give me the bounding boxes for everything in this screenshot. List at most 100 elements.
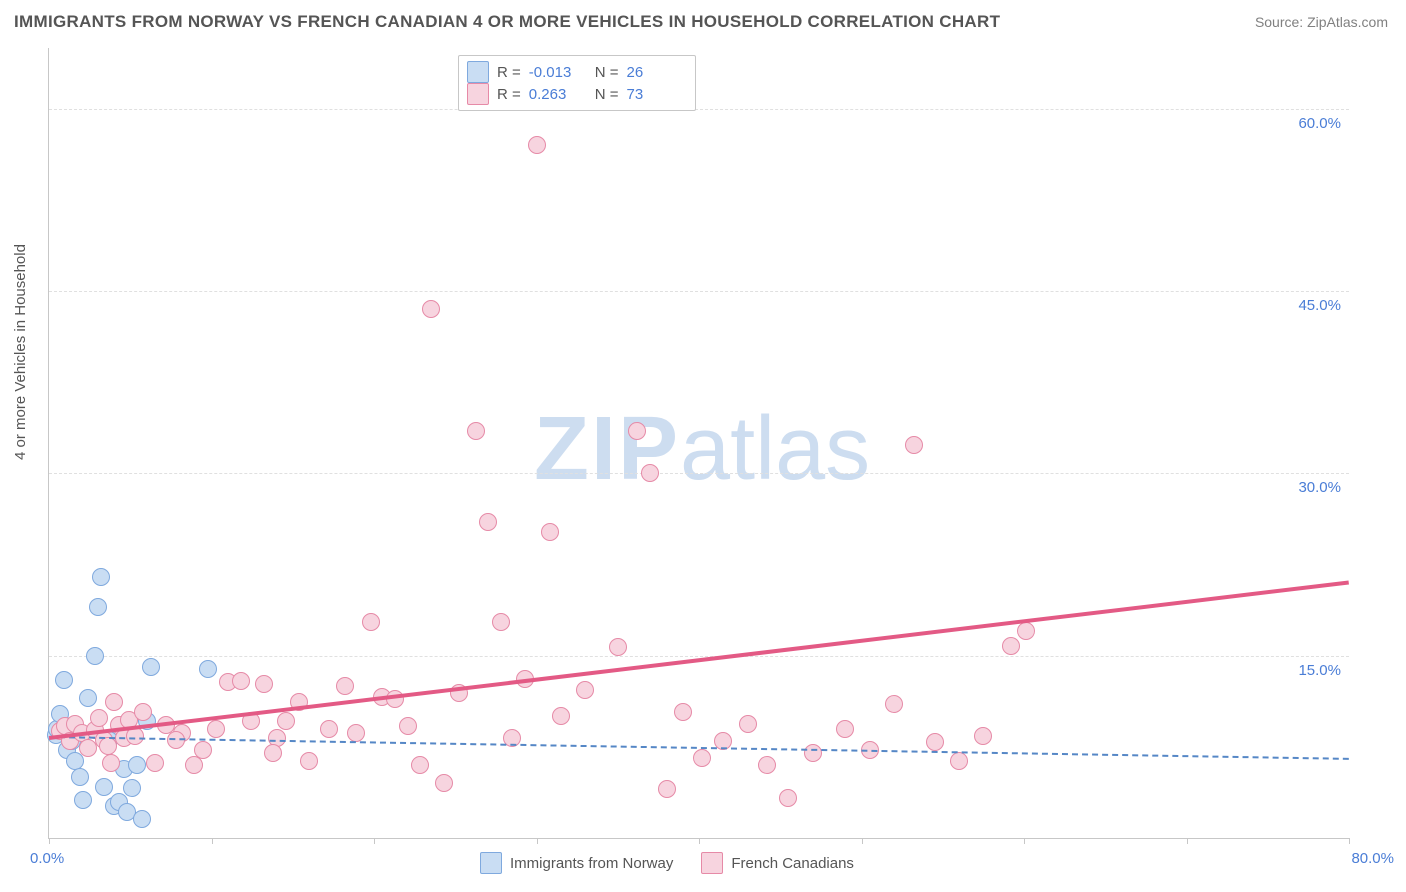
scatter-point bbox=[102, 754, 120, 772]
x-tick bbox=[1187, 838, 1188, 844]
x-tick bbox=[212, 838, 213, 844]
legend-row: R = 0.263 N = 73 bbox=[467, 83, 685, 105]
scatter-point bbox=[609, 638, 627, 656]
watermark: ZIPatlas bbox=[534, 398, 870, 501]
scatter-point bbox=[758, 756, 776, 774]
scatter-point bbox=[399, 717, 417, 735]
legend-r-label: R = bbox=[497, 64, 521, 81]
trend-line bbox=[49, 580, 1349, 740]
scatter-point bbox=[362, 613, 380, 631]
scatter-point bbox=[95, 778, 113, 796]
legend-r-value: -0.013 bbox=[529, 64, 587, 81]
scatter-point bbox=[128, 756, 146, 774]
x-max-label: 80.0% bbox=[1351, 850, 1394, 867]
source-label: Source: ZipAtlas.com bbox=[1255, 14, 1388, 30]
scatter-point bbox=[123, 779, 141, 797]
x-origin-label: 0.0% bbox=[30, 850, 64, 867]
scatter-point bbox=[90, 709, 108, 727]
chart-title: IMMIGRANTS FROM NORWAY VS FRENCH CANADIA… bbox=[14, 12, 1000, 32]
correlation-legend: R = -0.013 N = 26 R = 0.263 N = 73 bbox=[458, 55, 696, 111]
scatter-point bbox=[86, 647, 104, 665]
scatter-point bbox=[479, 513, 497, 531]
scatter-point bbox=[1002, 637, 1020, 655]
scatter-point bbox=[411, 756, 429, 774]
scatter-point bbox=[89, 598, 107, 616]
scatter-point bbox=[693, 749, 711, 767]
gridline bbox=[49, 109, 1349, 110]
legend-label: French Canadians bbox=[731, 855, 854, 872]
scatter-point bbox=[79, 689, 97, 707]
scatter-point bbox=[885, 695, 903, 713]
scatter-point bbox=[105, 693, 123, 711]
scatter-point bbox=[320, 720, 338, 738]
scatter-point bbox=[255, 675, 273, 693]
x-tick bbox=[1024, 838, 1025, 844]
watermark-zip: ZIP bbox=[534, 399, 680, 499]
x-tick bbox=[862, 838, 863, 844]
watermark-atlas: atlas bbox=[680, 399, 870, 499]
series-legend: Immigrants from Norway French Canadians bbox=[480, 852, 854, 874]
legend-n-label: N = bbox=[595, 86, 619, 103]
plot-area: ZIPatlas 15.0%30.0%45.0%60.0% bbox=[48, 48, 1349, 839]
scatter-point bbox=[133, 810, 151, 828]
legend-swatch bbox=[467, 83, 489, 105]
scatter-point bbox=[199, 660, 217, 678]
chart-container: IMMIGRANTS FROM NORWAY VS FRENCH CANADIA… bbox=[0, 0, 1406, 892]
gridline bbox=[49, 473, 1349, 474]
scatter-point bbox=[194, 741, 212, 759]
scatter-point bbox=[232, 672, 250, 690]
legend-row: R = -0.013 N = 26 bbox=[467, 61, 685, 83]
gridline bbox=[49, 291, 1349, 292]
scatter-point bbox=[71, 768, 89, 786]
scatter-point bbox=[55, 671, 73, 689]
scatter-point bbox=[674, 703, 692, 721]
legend-swatch bbox=[467, 61, 489, 83]
x-tick bbox=[374, 838, 375, 844]
legend-swatch bbox=[480, 852, 502, 874]
legend-item: French Canadians bbox=[701, 852, 854, 874]
scatter-point bbox=[336, 677, 354, 695]
y-tick-label: 30.0% bbox=[1298, 479, 1341, 496]
scatter-point bbox=[836, 720, 854, 738]
legend-swatch bbox=[701, 852, 723, 874]
scatter-point bbox=[347, 724, 365, 742]
scatter-point bbox=[422, 300, 440, 318]
scatter-point bbox=[264, 744, 282, 762]
scatter-point bbox=[950, 752, 968, 770]
scatter-point bbox=[74, 791, 92, 809]
x-tick bbox=[537, 838, 538, 844]
legend-n-label: N = bbox=[595, 64, 619, 81]
y-axis-label: 4 or more Vehicles in Household bbox=[12, 244, 29, 460]
legend-item: Immigrants from Norway bbox=[480, 852, 673, 874]
scatter-point bbox=[467, 422, 485, 440]
scatter-point bbox=[142, 658, 160, 676]
x-tick bbox=[49, 838, 50, 844]
scatter-point bbox=[146, 754, 164, 772]
legend-n-value: 73 bbox=[627, 86, 685, 103]
legend-r-label: R = bbox=[497, 86, 521, 103]
scatter-point bbox=[492, 613, 510, 631]
scatter-point bbox=[300, 752, 318, 770]
legend-n-value: 26 bbox=[627, 64, 685, 81]
scatter-point bbox=[277, 712, 295, 730]
scatter-point bbox=[905, 436, 923, 454]
scatter-point bbox=[207, 720, 225, 738]
scatter-point bbox=[641, 464, 659, 482]
scatter-point bbox=[552, 707, 570, 725]
scatter-point bbox=[804, 744, 822, 762]
scatter-point bbox=[739, 715, 757, 733]
scatter-point bbox=[541, 523, 559, 541]
scatter-point bbox=[974, 727, 992, 745]
scatter-point bbox=[99, 737, 117, 755]
scatter-point bbox=[926, 733, 944, 751]
scatter-point bbox=[1017, 622, 1035, 640]
x-tick bbox=[699, 838, 700, 844]
gridline bbox=[49, 656, 1349, 657]
scatter-point bbox=[435, 774, 453, 792]
scatter-point bbox=[92, 568, 110, 586]
legend-label: Immigrants from Norway bbox=[510, 855, 673, 872]
scatter-point bbox=[628, 422, 646, 440]
y-tick-label: 45.0% bbox=[1298, 297, 1341, 314]
legend-r-value: 0.263 bbox=[529, 86, 587, 103]
scatter-point bbox=[576, 681, 594, 699]
